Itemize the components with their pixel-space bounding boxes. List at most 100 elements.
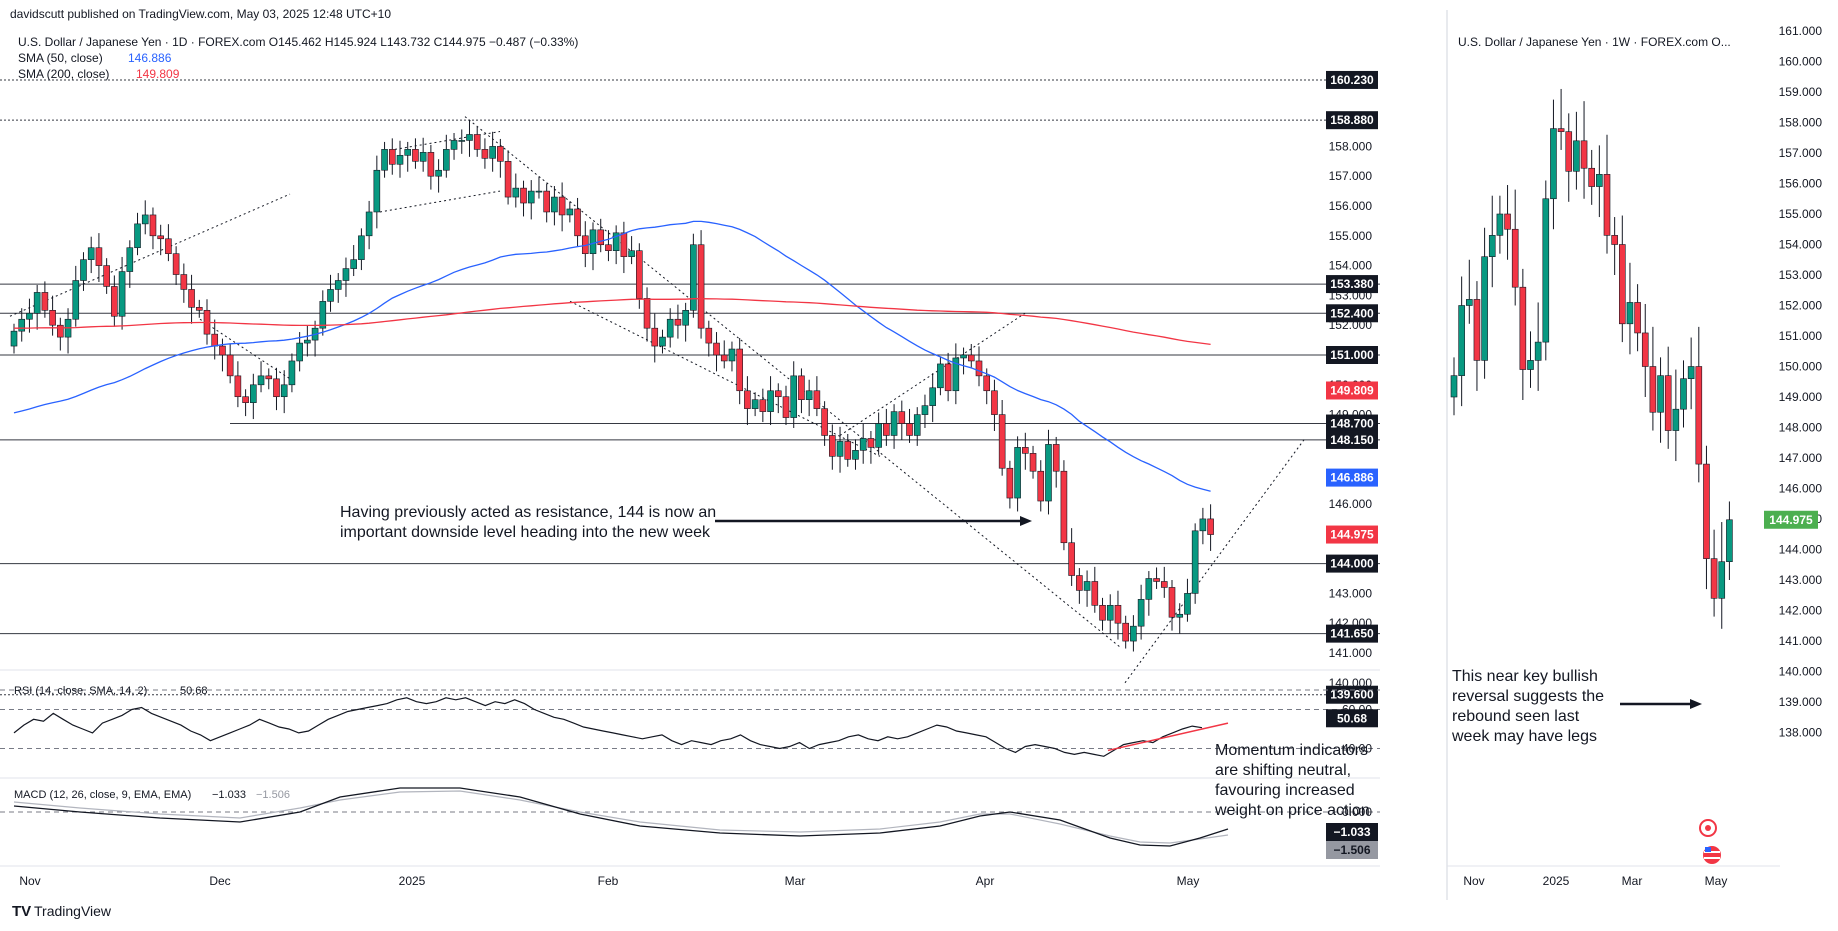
rsi-label: RSI (14, close, SMA, 14, 2) <box>14 685 147 697</box>
momentum-note-line3: favouring increased <box>1215 782 1355 799</box>
daily-candle-body <box>342 268 350 281</box>
weekly-candle-body <box>1580 140 1588 169</box>
daily-candle-body <box>18 318 26 332</box>
weekly-candle-body <box>1634 302 1641 334</box>
level-badge-label: 153.380 <box>1330 277 1374 291</box>
daily-candle-body <box>95 247 103 266</box>
weekly-arrowhead <box>1690 699 1702 709</box>
weekly-price-tick: 157.000 <box>1779 146 1823 160</box>
macd-line <box>13 787 1229 847</box>
daily-candle-body <box>859 438 867 451</box>
daily-candle-body <box>1060 470 1068 544</box>
weekly-candles <box>1450 88 1733 629</box>
rsi-trendline <box>1107 722 1229 752</box>
weekly-candle-body <box>1611 235 1618 245</box>
daily-candle-body <box>396 155 404 165</box>
price-tick-label: 143.000 <box>1329 586 1373 600</box>
daily-candle-body <box>1191 530 1199 594</box>
daily-candle-body <box>643 298 651 329</box>
weekly-candle-body <box>1718 561 1726 599</box>
weekly-candle-body <box>1588 167 1595 187</box>
daily-candle-body <box>913 414 921 436</box>
weekly-price-tick: 148.000 <box>1779 421 1823 435</box>
daily-candle-body <box>111 286 118 317</box>
macd-badge <box>1326 823 1378 841</box>
daily-candle-body <box>234 375 242 398</box>
daily-price-axis: 158.000157.000156.000155.000154.000153.0… <box>1326 70 1378 704</box>
weekly-candle-body <box>1703 463 1710 559</box>
price-tick-label: 155.000 <box>1329 229 1373 243</box>
daily-candle-body <box>589 229 597 254</box>
daily-candle-body <box>1176 613 1184 618</box>
weekly-candle-body <box>1641 332 1649 367</box>
daily-candle-body <box>921 405 929 415</box>
weekly-candle-body <box>1488 235 1496 258</box>
level-badge-label: 148.150 <box>1330 433 1374 447</box>
weekly-price-tick: 140.000 <box>1779 665 1823 679</box>
weekly-candle-body <box>1565 131 1573 172</box>
time-axis-label: Apr <box>976 874 995 888</box>
weekly-candle-body <box>1473 299 1481 361</box>
time-axis-label: Dec <box>209 874 230 888</box>
level-badge-label: 158.880 <box>1330 113 1374 127</box>
weekly-title: U.S. Dollar / Japanese Yen · 1W · FOREX.… <box>1458 35 1731 49</box>
support-annotation-line1: Having previously acted as resistance, 1… <box>340 504 716 521</box>
rsi-pane: RSI (14, close, SMA, 14, 2)50.6860.0040.… <box>0 685 1380 757</box>
level-badge <box>1326 624 1378 643</box>
daily-candle-body <box>350 259 357 269</box>
daily-candle-body <box>636 250 643 299</box>
daily-candle-body <box>682 309 689 326</box>
level-badge <box>1326 414 1378 433</box>
daily-candle-body <box>1022 447 1029 454</box>
daily-candle-body <box>612 232 620 252</box>
daily-title: U.S. Dollar / Japanese Yen · 1D · FOREX.… <box>18 35 578 49</box>
event-icon[interactable] <box>1699 819 1717 837</box>
daily-candle-body <box>180 274 188 290</box>
weekly-price-tick: 159.000 <box>1779 85 1823 99</box>
daily-candle-body <box>960 354 967 359</box>
trendlines <box>9 116 1306 684</box>
weekly-time-axis-label: 2025 <box>1543 874 1570 888</box>
rsi-line <box>13 697 1203 757</box>
value-badge-label: 146.886 <box>1330 471 1374 485</box>
daily-candle-body <box>365 211 373 237</box>
macd-tick: 0.000 <box>1342 805 1372 819</box>
daily-candle-body <box>103 265 110 287</box>
weekly-price-tick: 161.000 <box>1779 24 1823 38</box>
daily-candle-body <box>998 414 1006 469</box>
daily-candle-body <box>805 390 813 401</box>
published-text: davidscutt published on TradingView.com,… <box>10 7 391 21</box>
daily-candle-body <box>381 149 388 171</box>
level-badge-label: 141.650 <box>1330 627 1374 641</box>
price-tick-label: 154.000 <box>1329 259 1373 273</box>
daily-candle-body <box>126 247 134 272</box>
weekly-candle-body <box>1649 366 1657 413</box>
weekly-price-tick: 144.000 <box>1779 543 1823 557</box>
daily-candle-body <box>427 152 435 177</box>
daily-candle-body <box>334 280 342 290</box>
weekly-candle-body <box>1596 174 1603 187</box>
level-badge <box>1326 275 1378 294</box>
signal-badge <box>1326 841 1378 859</box>
level-badge <box>1326 346 1378 364</box>
level-badge <box>1326 70 1378 89</box>
weekly-candle-body <box>1695 366 1703 465</box>
daily-candle-body <box>419 152 427 162</box>
value-badge-label: 144.975 <box>1330 528 1374 542</box>
weekly-last-badge-label: 144.975 <box>1769 513 1813 527</box>
level-badge <box>1326 304 1378 323</box>
daily-candle-body <box>890 411 898 436</box>
daily-candle-body <box>790 375 798 418</box>
signal-line <box>13 790 1229 844</box>
weekly-price-tick: 151.000 <box>1779 329 1823 343</box>
daily-candle-body <box>759 399 767 412</box>
daily-candle-body <box>1091 581 1099 606</box>
daily-candle-body <box>813 390 821 409</box>
daily-candle-body <box>821 408 828 436</box>
daily-candle-body <box>1207 518 1214 535</box>
daily-candle-body <box>141 214 149 225</box>
weekly-candle-body <box>1672 408 1680 431</box>
daily-candle-body <box>195 307 203 311</box>
price-tick-label: 156.000 <box>1329 199 1373 213</box>
daily-candle-body <box>118 271 126 317</box>
